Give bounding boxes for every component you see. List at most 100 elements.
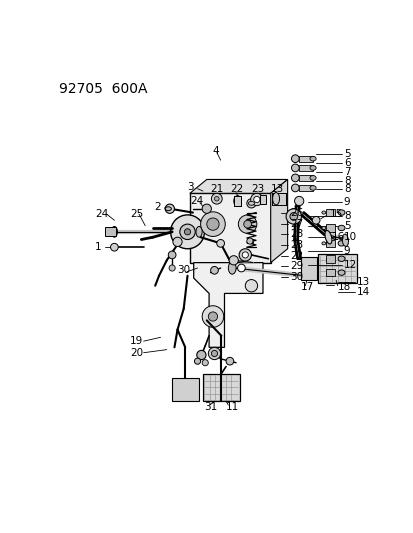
Circle shape <box>202 360 208 366</box>
Circle shape <box>289 213 297 220</box>
Ellipse shape <box>337 241 344 246</box>
Ellipse shape <box>324 230 331 244</box>
Circle shape <box>294 196 303 206</box>
Ellipse shape <box>228 262 235 274</box>
Text: 19: 19 <box>129 336 142 346</box>
Text: 22: 22 <box>289 251 302 261</box>
Ellipse shape <box>248 201 254 205</box>
Circle shape <box>246 238 252 244</box>
Bar <box>325 224 335 232</box>
Circle shape <box>202 204 211 213</box>
Text: 11: 11 <box>225 401 239 411</box>
Ellipse shape <box>309 156 316 161</box>
Text: 20: 20 <box>129 348 142 358</box>
Text: 22: 22 <box>229 184 242 195</box>
Bar <box>246 239 252 244</box>
Circle shape <box>253 196 259 203</box>
Text: 18: 18 <box>337 282 350 292</box>
Text: 92705  600A: 92705 600A <box>59 82 147 95</box>
Ellipse shape <box>111 227 117 237</box>
Ellipse shape <box>337 210 344 215</box>
Bar <box>299 175 312 181</box>
Circle shape <box>225 357 233 365</box>
Circle shape <box>291 184 299 192</box>
Text: 31: 31 <box>204 401 217 411</box>
Ellipse shape <box>337 270 344 276</box>
Circle shape <box>202 306 223 327</box>
Ellipse shape <box>309 185 316 190</box>
Bar <box>325 239 335 247</box>
Text: 7: 7 <box>343 167 350 177</box>
Text: 24: 24 <box>190 196 203 206</box>
Text: 29: 29 <box>289 262 302 271</box>
Circle shape <box>239 249 251 261</box>
Text: 28: 28 <box>289 229 302 239</box>
Text: 9: 9 <box>343 246 350 256</box>
Text: 23: 23 <box>289 240 302 250</box>
Bar <box>105 227 116 237</box>
Circle shape <box>179 224 195 239</box>
Text: 9: 9 <box>343 197 350 207</box>
Circle shape <box>196 350 206 360</box>
Ellipse shape <box>309 166 316 170</box>
Text: 4: 4 <box>212 146 218 156</box>
Bar <box>233 196 241 206</box>
Ellipse shape <box>337 256 344 262</box>
Circle shape <box>165 204 174 213</box>
Circle shape <box>291 155 299 163</box>
Circle shape <box>285 209 301 224</box>
Circle shape <box>211 350 217 357</box>
Text: 8: 8 <box>343 211 350 221</box>
Circle shape <box>170 215 204 249</box>
Text: 15: 15 <box>329 209 342 219</box>
Polygon shape <box>270 180 287 263</box>
Text: 25: 25 <box>129 209 142 219</box>
Text: 2: 2 <box>154 202 161 212</box>
Polygon shape <box>193 263 262 348</box>
Circle shape <box>216 239 224 247</box>
Circle shape <box>228 256 238 265</box>
Bar <box>259 195 266 204</box>
Ellipse shape <box>321 227 325 230</box>
Circle shape <box>173 237 182 246</box>
Ellipse shape <box>337 225 344 231</box>
Circle shape <box>194 358 200 364</box>
Text: 10: 10 <box>343 232 356 242</box>
Ellipse shape <box>321 242 325 245</box>
Circle shape <box>214 196 218 201</box>
Text: 24: 24 <box>95 209 108 219</box>
Circle shape <box>243 220 251 228</box>
Bar <box>202 374 239 401</box>
Circle shape <box>242 252 248 258</box>
Text: 30: 30 <box>289 272 302 282</box>
Circle shape <box>169 265 175 271</box>
Circle shape <box>210 266 218 274</box>
Text: 8: 8 <box>343 184 350 195</box>
Polygon shape <box>190 180 287 193</box>
Text: 14: 14 <box>356 287 369 297</box>
Bar <box>318 254 356 284</box>
Text: 23: 23 <box>251 184 264 195</box>
Text: 13: 13 <box>270 184 283 195</box>
Ellipse shape <box>321 211 325 214</box>
Text: 30: 30 <box>177 265 190 276</box>
Text: 5: 5 <box>343 221 350 231</box>
Bar <box>301 257 316 280</box>
Text: 8: 8 <box>343 176 350 186</box>
Circle shape <box>208 348 220 360</box>
Circle shape <box>200 212 225 237</box>
Text: 13: 13 <box>356 277 369 287</box>
Ellipse shape <box>233 196 241 206</box>
Bar <box>299 165 312 171</box>
Circle shape <box>246 199 256 208</box>
Circle shape <box>184 229 190 235</box>
Bar <box>299 156 312 161</box>
Text: 6: 6 <box>343 158 350 168</box>
Text: 3: 3 <box>187 182 194 192</box>
Text: 5: 5 <box>343 149 350 159</box>
Ellipse shape <box>195 227 202 237</box>
Circle shape <box>168 251 176 259</box>
Bar <box>272 192 285 205</box>
Circle shape <box>250 193 262 206</box>
Circle shape <box>311 216 319 224</box>
